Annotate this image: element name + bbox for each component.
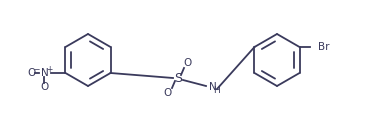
Text: O: O [40, 82, 49, 92]
Text: H: H [213, 86, 220, 95]
Text: O: O [184, 58, 192, 68]
Text: O: O [27, 68, 35, 78]
Text: +: + [46, 65, 52, 74]
Text: O: O [164, 88, 172, 98]
Text: N: N [209, 82, 217, 92]
Text: S: S [174, 72, 182, 84]
Text: N: N [41, 68, 48, 78]
Text: Br: Br [317, 42, 329, 52]
Text: −: − [33, 65, 39, 74]
